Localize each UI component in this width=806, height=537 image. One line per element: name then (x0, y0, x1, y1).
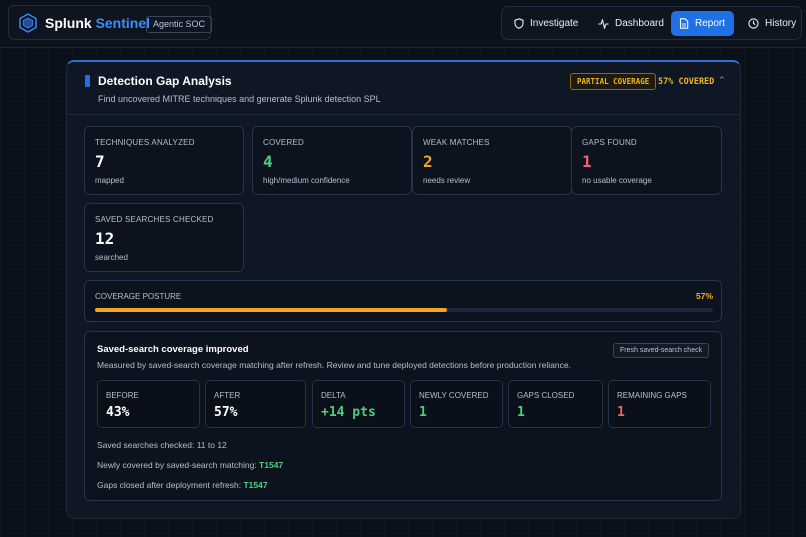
technique-id[interactable]: T1547 (243, 480, 268, 490)
metric-value: 1 (517, 405, 525, 420)
nav-label: Dashboard (615, 18, 664, 29)
stat-value: 4 (263, 152, 273, 171)
metric-newly-covered: NEWLY COVERED 1 (410, 380, 503, 428)
status-badge: PARTIAL COVERAGE (570, 73, 657, 90)
metric-label: AFTER (214, 391, 241, 400)
stat-value: 7 (95, 152, 105, 171)
stat-sub: searched (95, 253, 128, 262)
summary-text: Newly covered by saved-search matching: (97, 460, 260, 470)
posture-label: COVERAGE POSTURE (95, 292, 182, 301)
stat-label: GAPS FOUND (582, 138, 637, 147)
nav-investigate[interactable]: Investigate (506, 11, 586, 36)
nav-history[interactable]: History (740, 11, 804, 36)
stat-label: COVERED (263, 138, 304, 147)
summary-line-gaps-closed: Gaps closed after deployment refresh: T1… (97, 480, 268, 490)
nav-label: Report (695, 18, 726, 29)
technique-id[interactable]: T1547 (259, 460, 284, 470)
brand-name-part1: Splunk (45, 14, 92, 31)
stat-card-covered: COVERED 4 high/medium confidence (252, 126, 412, 195)
brand-name: Splunk Sentinel (45, 15, 150, 31)
brand-tag: Agentic SOC (146, 16, 213, 33)
metric-label: DELTA (321, 391, 346, 400)
metric-label: BEFORE (106, 391, 139, 400)
brand[interactable]: Splunk Sentinel Agentic SOC (8, 5, 213, 40)
stat-sub: high/medium confidence (263, 176, 350, 185)
coverage-percent-label: 57% COVERED (658, 77, 715, 87)
stat-value: 12 (95, 229, 115, 248)
main-nav: Investigate Dashboard Report History (501, 6, 802, 40)
stat-value: 1 (582, 152, 592, 171)
stat-card-saved-searches: SAVED SEARCHES CHECKED 12 searched (84, 203, 244, 272)
summary-text: Gaps closed after deployment refresh: (97, 480, 244, 490)
metric-value: 43% (106, 405, 130, 420)
nav-dashboard[interactable]: Dashboard (590, 11, 672, 36)
stat-sub: needs review (423, 176, 471, 185)
improvement-title: Saved-search coverage improved (97, 344, 249, 355)
chevron-up-icon[interactable]: ⌃ (718, 75, 726, 85)
metric-before: BEFORE 43% (97, 380, 200, 428)
detection-gap-panel: Detection Gap Analysis Find uncovered MI… (66, 60, 741, 519)
progress-track (95, 308, 713, 312)
metric-label: NEWLY COVERED (419, 391, 489, 400)
hexagon-logo-icon (19, 12, 37, 33)
nav-report[interactable]: Report (671, 11, 734, 36)
activity-icon (598, 18, 609, 29)
summary-line-searches: Saved searches checked: 11 to 12 (97, 440, 227, 450)
title-accent-bar (85, 75, 90, 87)
metric-after: AFTER 57% (205, 380, 306, 428)
stat-label: TECHNIQUES ANALYZED (95, 138, 195, 147)
stat-label: WEAK MATCHES (423, 138, 490, 147)
top-bar: Splunk Sentinel Agentic SOC Investigate … (0, 0, 806, 48)
metric-gaps-closed: GAPS CLOSED 1 (508, 380, 603, 428)
stat-card-weak: WEAK MATCHES 2 needs review (412, 126, 572, 195)
header-divider (67, 114, 740, 115)
stat-sub: mapped (95, 176, 124, 185)
brand-name-part2: Sentinel (95, 14, 151, 31)
stat-value: 2 (423, 152, 433, 171)
posture-value: 57% (695, 291, 713, 301)
fresh-check-button[interactable]: Fresh saved-search check (613, 343, 710, 358)
document-icon (679, 18, 689, 29)
stat-card-gaps: GAPS FOUND 1 no usable coverage (571, 126, 722, 195)
metric-label: GAPS CLOSED (517, 391, 575, 400)
summary-text: Saved searches checked: 11 to 12 (97, 440, 227, 450)
panel-title: Detection Gap Analysis (98, 74, 232, 88)
metric-delta: DELTA +14 pts (312, 380, 405, 428)
metric-remaining-gaps: REMAINING GAPS 1 (608, 380, 711, 428)
metric-value: 57% (214, 405, 238, 420)
clock-icon (748, 18, 759, 29)
improvement-card: Saved-search coverage improved Measured … (84, 331, 722, 501)
nav-label: History (765, 18, 797, 29)
stat-sub: no usable coverage (582, 176, 652, 185)
metric-value: 1 (617, 405, 625, 420)
metric-value: +14 pts (321, 405, 376, 420)
metric-value: 1 (419, 405, 427, 420)
metric-label: REMAINING GAPS (617, 391, 687, 400)
nav-label: Investigate (530, 18, 579, 29)
shield-icon (514, 18, 524, 29)
progress-fill (95, 308, 448, 312)
stat-label: SAVED SEARCHES CHECKED (95, 215, 214, 224)
improvement-subtitle: Measured by saved-search coverage matchi… (97, 360, 571, 370)
panel-subtitle: Find uncovered MITRE techniques and gene… (98, 94, 381, 104)
summary-line-newly-covered: Newly covered by saved-search matching: … (97, 460, 283, 470)
stat-card-techniques: TECHNIQUES ANALYZED 7 mapped (84, 126, 244, 195)
coverage-posture: COVERAGE POSTURE 57% (84, 280, 722, 322)
